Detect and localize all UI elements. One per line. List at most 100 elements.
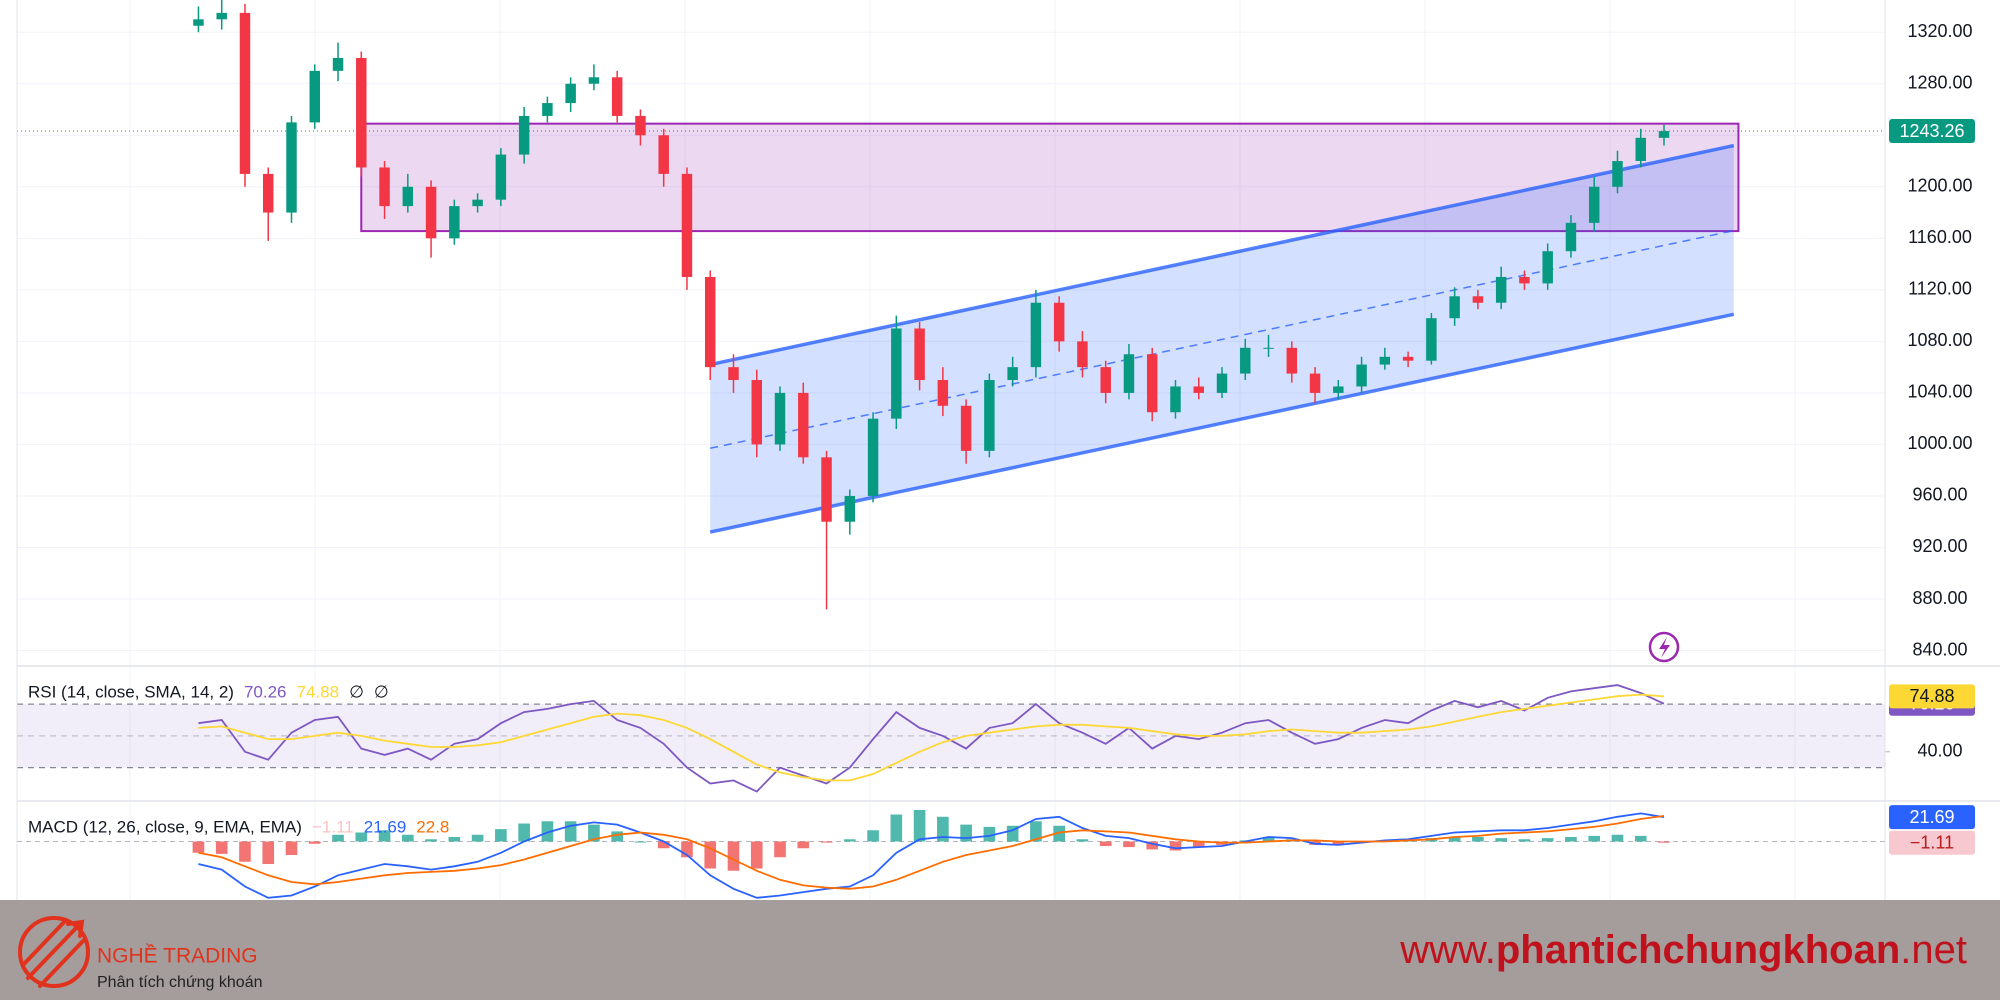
- rsi-axis-label-bg: [1889, 684, 1975, 709]
- url-suffix: .net: [1900, 928, 1967, 972]
- candle-body: [402, 186, 414, 207]
- candle-body: [681, 173, 693, 277]
- candle-body: [1426, 318, 1437, 361]
- candle-body: [867, 418, 879, 496]
- candle-body: [1123, 354, 1135, 393]
- legend-histogram: −1.11: [312, 817, 354, 836]
- candle-body: [1170, 386, 1181, 413]
- candle-body: [239, 12, 251, 174]
- candle-body: [704, 276, 716, 368]
- macd-axis-label-bg: [1889, 805, 1975, 830]
- histogram-bar: [913, 810, 926, 842]
- candle-body: [332, 57, 344, 71]
- histogram-bar: [1495, 838, 1507, 842]
- candle-body: [1542, 251, 1553, 284]
- legend-value: 74.88: [297, 682, 340, 701]
- histogram-bar: [471, 834, 484, 842]
- legend-title: RSI (14, close, SMA, 14, 2): [28, 682, 234, 701]
- histogram-bar: [1006, 825, 1019, 842]
- rsi-line: [198, 693, 1665, 782]
- y-tick-label: 40.00: [1917, 741, 1962, 761]
- candle-body: [1356, 364, 1367, 387]
- candle-body: [1030, 302, 1042, 368]
- candle-body: [1193, 386, 1204, 393]
- candle-body: [751, 380, 762, 445]
- candle-body: [1588, 186, 1600, 223]
- price-pane: [17, 0, 1885, 652]
- histogram-bar: [611, 831, 623, 842]
- histogram-bar: [192, 841, 205, 853]
- candle-body: [960, 405, 972, 451]
- website[interactable]: www.phantichchungkhoan.net: [1399, 928, 1967, 972]
- histogram-bar: [983, 826, 996, 842]
- histogram-bar: [1262, 837, 1275, 842]
- brand-name: NGHỀ TRADING: [97, 945, 258, 968]
- candle-body: [611, 77, 623, 116]
- histogram-bar: [1030, 821, 1042, 842]
- histogram-bar: [378, 830, 391, 842]
- legend-value: 22.8: [416, 817, 449, 836]
- histogram-bar: [1192, 841, 1205, 848]
- candle-body: [1100, 367, 1111, 393]
- histogram-bar: [1169, 841, 1182, 851]
- candle-body: [1263, 347, 1274, 349]
- histogram-bar: [1611, 834, 1624, 842]
- macd-pane: [17, 810, 1885, 899]
- rsi-line: [198, 684, 1665, 793]
- banner: NGHỀ TRADING Phân tích chứng khoán www.p…: [0, 900, 2000, 1000]
- histogram-bar: [937, 816, 949, 842]
- histogram-bar: [1123, 841, 1135, 848]
- y-tick-label: 840.00: [1912, 639, 1967, 659]
- histogram-bar: [960, 824, 972, 842]
- candle-body: [1658, 131, 1670, 138]
- legend-extra: ∅: [349, 682, 364, 701]
- histogram-axis-bg: [1889, 830, 1975, 855]
- histogram-bar: [727, 841, 740, 871]
- histogram-bar: [1634, 835, 1647, 842]
- histogram-bar: [797, 841, 810, 849]
- histogram-bar: [1332, 841, 1345, 845]
- candle-body: [588, 77, 600, 84]
- histogram-bar: [1448, 837, 1461, 842]
- plot-layer: 840.00 880.00 920.00 960.00 1000.00 1040.00 10…: [16, 0, 2000, 900]
- histogram-bar: [1565, 837, 1577, 842]
- candle-body: [774, 392, 786, 445]
- candle-body: [425, 186, 437, 239]
- histogram-bar: [843, 839, 856, 842]
- candle-body: [1519, 276, 1530, 284]
- y-tick-label: 1040.00: [1907, 382, 1972, 402]
- alert-icon[interactable]: [1648, 631, 1680, 663]
- histogram-bar: [401, 834, 414, 842]
- histogram-bar: [1053, 825, 1065, 842]
- candle-body: [1402, 356, 1414, 361]
- histogram-bar: [425, 839, 437, 842]
- histogram-bar: [262, 841, 275, 864]
- histogram-bar: [564, 821, 577, 842]
- histogram-bar: [657, 841, 670, 849]
- histogram-bar: [448, 837, 461, 842]
- channel-upper: [709, 143, 1735, 367]
- candle-body: [1472, 296, 1484, 303]
- candle-body: [309, 70, 320, 123]
- histogram-bar: [634, 841, 647, 843]
- candle-body: [565, 83, 576, 104]
- candle-body: [263, 173, 274, 213]
- candle-body: [1240, 347, 1251, 374]
- candle-body: [286, 122, 297, 213]
- candle-body: [449, 206, 460, 239]
- candle-body: [356, 57, 367, 168]
- candle-body: [1007, 367, 1018, 381]
- candle-body: [844, 495, 856, 522]
- y-tick-label: 1160.00: [1908, 227, 1972, 247]
- histogram-bar: [774, 841, 786, 858]
- url-prefix: www.: [1399, 928, 1496, 972]
- macd-line: [198, 815, 1665, 890]
- candle-body: [1449, 296, 1460, 319]
- rsi-band-fill: [17, 704, 1885, 768]
- candle-body: [635, 115, 646, 136]
- zone-rectangle: [360, 122, 1740, 233]
- candle-body: [891, 328, 902, 419]
- candle-body: [798, 392, 809, 458]
- histogram-bar: [1588, 835, 1601, 842]
